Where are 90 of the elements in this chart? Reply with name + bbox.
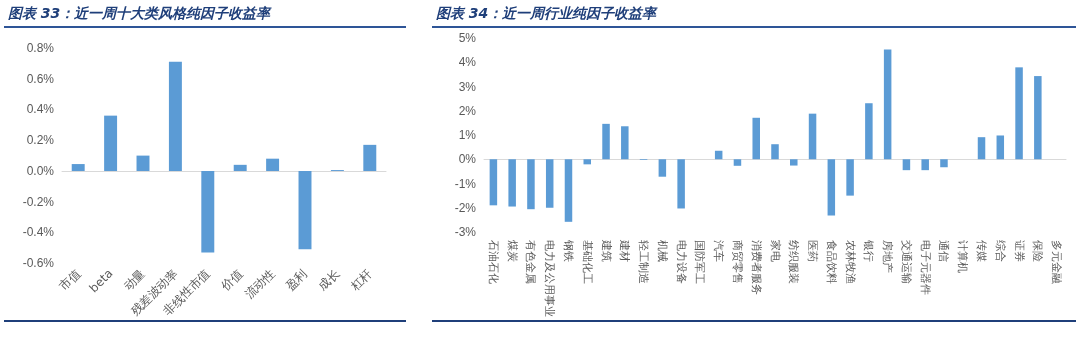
- y-tick-label: -0.2%: [22, 194, 55, 209]
- bar: [940, 159, 948, 168]
- bar: [168, 61, 182, 171]
- x-tick-label: 电力设备: [674, 240, 688, 284]
- bar: [771, 144, 779, 160]
- bar: [602, 123, 610, 160]
- bar: [71, 164, 85, 171]
- x-tick-label: 国防军工: [693, 240, 707, 284]
- y-tick-label: 0.6%: [26, 71, 55, 86]
- bar: [1034, 76, 1042, 160]
- bar: [865, 103, 873, 160]
- x-tick-label: 多元金融: [1050, 240, 1064, 284]
- y-tick-label: 0.0%: [26, 163, 55, 178]
- x-tick-label: 医药: [806, 240, 820, 262]
- x-tick-label: 商贸零售: [730, 240, 744, 284]
- y-tick-label: -3%: [454, 225, 477, 239]
- y-tick-label: -0.6%: [22, 256, 55, 271]
- y-tick-label: 0.4%: [26, 102, 55, 117]
- x-tick-label: 电子元器件: [918, 240, 932, 295]
- bar: [808, 113, 817, 160]
- x-tick-label: 食品饮料: [824, 240, 838, 284]
- bar: [677, 159, 685, 209]
- x-tick-label: 建筑: [599, 239, 613, 262]
- y-tick-label: -2%: [454, 200, 477, 215]
- bar: [977, 137, 986, 160]
- y-tick-label: 2%: [458, 103, 477, 118]
- x-tick-label: 银行: [862, 239, 876, 262]
- x-tick-label: 煤炭: [505, 240, 519, 262]
- x-tick-label: 传媒: [975, 240, 989, 262]
- x-tick-label: 房地产: [881, 240, 895, 273]
- bar: [921, 159, 929, 171]
- bar: [266, 158, 280, 171]
- bar: [846, 159, 854, 196]
- bar: [658, 159, 667, 177]
- bar: [733, 159, 742, 166]
- x-tick-label: 市值: [56, 266, 84, 294]
- x-tick-label: 盈利: [283, 266, 310, 294]
- bar: [201, 170, 215, 253]
- x-tick-label: 证券: [1012, 240, 1026, 262]
- x-tick-label: 建材: [618, 239, 632, 262]
- bar: [827, 159, 836, 216]
- bar: [363, 144, 377, 171]
- y-tick-label: -0.4%: [22, 225, 55, 240]
- y-tick-label: 3%: [458, 79, 477, 94]
- bar: [527, 159, 535, 210]
- x-tick-label: 消费者服务: [749, 240, 763, 295]
- x-tick-label: 汽车: [712, 240, 726, 262]
- x-tick-label: 钢铁: [561, 239, 575, 262]
- bar: [790, 159, 798, 166]
- y-tick-label: 5%: [458, 31, 477, 45]
- y-tick-label: 4%: [458, 55, 477, 70]
- x-tick-label: 纺织服装: [787, 240, 801, 284]
- x-tick-label: 轻工制造: [637, 240, 651, 284]
- x-tick-label: 石油石化: [486, 240, 500, 284]
- x-tick-label: 基础化工: [580, 240, 594, 284]
- x-tick-label: 交通运输: [899, 240, 913, 284]
- bar: [583, 159, 592, 165]
- bar: [136, 155, 150, 171]
- y-tick-label: 0.2%: [26, 133, 55, 148]
- bar: [883, 49, 892, 160]
- x-tick-label: 通信: [937, 240, 951, 262]
- bar: [996, 135, 1005, 160]
- x-tick-label: 保险: [1031, 240, 1045, 262]
- y-tick-label: 0%: [458, 152, 477, 167]
- bar: [1015, 67, 1023, 160]
- x-tick-label: 机械: [655, 240, 669, 262]
- y-tick-label: 0.8%: [26, 41, 55, 55]
- bar: [902, 159, 911, 171]
- x-tick-label: 成长: [315, 266, 343, 294]
- bar: [752, 117, 760, 160]
- x-tick-label: 家电: [768, 240, 782, 262]
- chart-title: 图表 34：近一周行业纯因子收益率: [432, 0, 1076, 28]
- bar: [621, 126, 629, 160]
- x-tick-label: 综合: [993, 240, 1007, 262]
- bar: [233, 164, 247, 171]
- bar: [298, 170, 312, 250]
- y-tick-label: -1%: [454, 176, 477, 191]
- bar: [489, 159, 498, 206]
- x-tick-label: 有色金属: [524, 240, 538, 284]
- chart-title: 图表 33：近一周十大类风格纯因子收益率: [4, 0, 406, 28]
- x-tick-label: 电力及公用事业: [543, 240, 557, 317]
- bar: [564, 159, 573, 222]
- y-tick-label: 1%: [458, 128, 477, 142]
- x-tick-label: 农林牧渔: [843, 240, 857, 284]
- x-tick-label: 动量: [121, 266, 148, 294]
- x-tick-label: 计算机: [956, 240, 970, 273]
- bar: [508, 159, 516, 207]
- bar: [545, 159, 554, 208]
- x-tick-label: 杠杆: [347, 266, 375, 294]
- bar: [104, 115, 118, 171]
